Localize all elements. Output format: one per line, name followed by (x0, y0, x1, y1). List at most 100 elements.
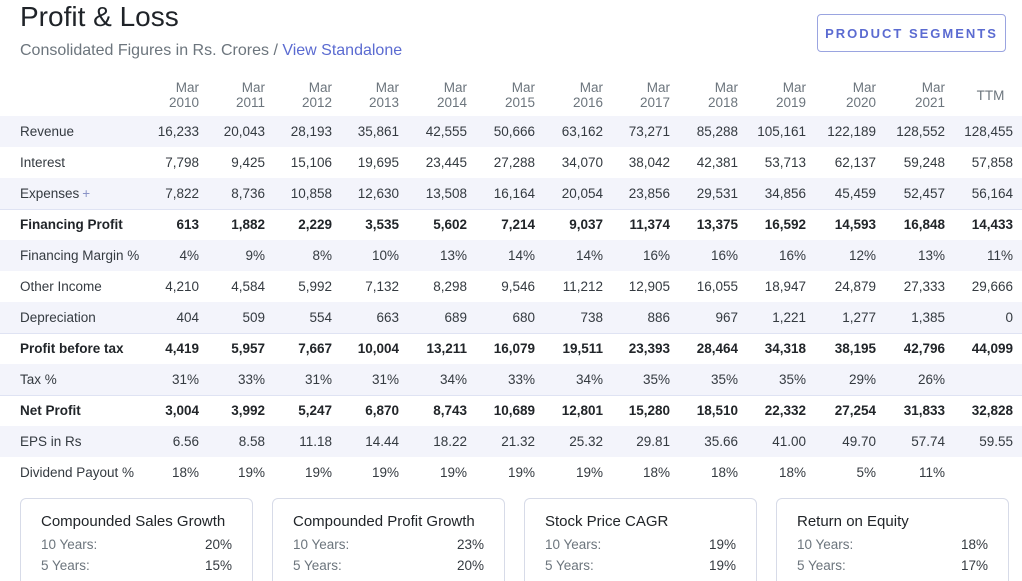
table-cell: 689 (399, 302, 467, 333)
table-cell: 31% (332, 364, 399, 395)
table-cell: 18,510 (670, 394, 738, 426)
card-title: Compounded Sales Growth (41, 513, 226, 530)
table-row: Other Income 4,210 4,584 5,992 7,132 8,298 9,5… (0, 271, 1022, 302)
table-cell: 5,247 (265, 394, 332, 426)
table-cell: 32,828 (945, 394, 1022, 426)
table-cell: 15,106 (290, 155, 332, 170)
card-title: Compounded Profit Growth (293, 513, 475, 530)
table-cell: 34,856 (738, 178, 806, 209)
header-label-cell (0, 74, 148, 116)
table-cell: 18.22 (399, 426, 467, 457)
table-cell: 57,858 (971, 155, 1013, 170)
table-cell: 9,425 (231, 155, 265, 170)
card-stat-row: 5 Years: 15% (41, 555, 232, 576)
table-cell: 5,602 (399, 208, 467, 240)
table-cell: 18,947 (764, 279, 806, 294)
card-stat-label: 10 Years: (545, 537, 602, 552)
table-cell: 19% (507, 465, 535, 480)
table-cell: 16% (603, 240, 670, 271)
table-row: Dividend Payout % 18% 19% 19% 19% 19% 19% 19% 18… (0, 457, 1022, 488)
column-header: Mar 2014 (436, 80, 467, 110)
table-row: Interest 7,798 9,425 15,106 19,695 23,445 27,2… (0, 147, 1022, 178)
card-title: Stock Price CAGR (545, 513, 669, 530)
table-cell: 613 (148, 208, 199, 240)
table-cell: 29.81 (603, 426, 670, 457)
table-cell: 57.74 (876, 426, 945, 457)
table-cell: 19,511 (535, 332, 603, 364)
table-cell: 6.56 (148, 426, 199, 457)
table-cell: 105,161 (738, 116, 806, 147)
card-stat-label: 5 Years: (293, 558, 342, 573)
table-cell: 45,459 (806, 178, 876, 209)
table-cell: 59.55 (945, 426, 1022, 457)
table-cell: 38,042 (628, 155, 670, 170)
table-cell: 11,212 (562, 279, 603, 294)
table-cell: 11,374 (603, 208, 670, 240)
card-stat-row: 10 Years: 18% (797, 534, 988, 555)
card-stat-value: 23% (456, 537, 484, 552)
table-cell: 19% (371, 465, 399, 480)
table-cell: 18% (171, 465, 199, 480)
subtitle-text: Consolidated Figures in Rs. Crores / (20, 42, 283, 59)
table-row[interactable]: Expenses +7,822 8,736 10,858 12,630 13,508 16,… (0, 178, 1022, 209)
row-label[interactable]: Expenses + (0, 178, 148, 209)
column-header: Mar 2011 (235, 80, 265, 110)
row-label: Financing Margin % (0, 240, 148, 271)
table-cell: 13,508 (399, 178, 467, 209)
row-label: EPS in Rs (0, 426, 148, 457)
table-cell: 29,531 (670, 178, 738, 209)
table-cell: 7,214 (467, 208, 535, 240)
table-cell: 52,457 (876, 178, 945, 209)
card-stat-value: 19% (708, 558, 736, 573)
column-header: Mar 2015 (504, 80, 535, 110)
row-label: Net Profit (0, 394, 148, 426)
summary-cards: Compounded Sales Growth 10 Years: 20% 5 Yea… (20, 498, 1010, 581)
card-title: Return on Equity (797, 513, 909, 530)
table-cell: 41.00 (738, 426, 806, 457)
table-cell: 404 (148, 302, 199, 333)
table-cell: 554 (265, 302, 332, 333)
table-cell: 13% (876, 240, 945, 271)
expand-plus-icon[interactable]: + (82, 185, 91, 201)
table-cell: 63,162 (535, 116, 603, 147)
column-header: Mar 2017 (639, 80, 670, 110)
card-stat-value: 20% (204, 537, 232, 552)
table-row: Financing Margin % 4% 9% 8% 10% 13% 14% 14% 16% 1… (0, 240, 1022, 271)
table-cell: 14% (467, 240, 535, 271)
card-stat-label: 10 Years: (41, 537, 98, 552)
table-cell: 7,798 (165, 155, 199, 170)
table-cell: 85,288 (670, 116, 738, 147)
table-cell: 59,248 (903, 155, 945, 170)
table-cell: 33% (467, 364, 535, 395)
page-subtitle: Consolidated Figures in Rs. Crores / Vie… (20, 42, 402, 60)
table-cell: 28,193 (265, 116, 332, 147)
table-cell: 12,630 (332, 178, 399, 209)
table-cell: 7,822 (148, 178, 199, 209)
table-cell: 26% (876, 364, 945, 395)
table-cell: 11% (945, 240, 1022, 271)
table-cell: 49.70 (806, 426, 876, 457)
table-cell: 31% (148, 364, 199, 395)
row-label: Profit before tax (0, 332, 148, 364)
table-cell: 44,099 (945, 332, 1022, 364)
table-cell: 38,195 (806, 332, 876, 364)
view-standalone-link[interactable]: View Standalone (282, 42, 403, 59)
table-cell: 34,318 (738, 332, 806, 364)
table-cell: 28,464 (670, 332, 738, 364)
table-cell: 8.58 (199, 426, 265, 457)
profit-loss-table: Mar 2010 Mar 2011 Mar 2012 Mar 2013 Mar 2014 Mar 20… (0, 74, 1022, 488)
table-cell: 9% (199, 240, 265, 271)
table-cell: 16,592 (738, 208, 806, 240)
card-stat-value: 15% (204, 558, 232, 573)
table-cell: 35% (670, 364, 738, 395)
row-label: Interest (20, 155, 66, 170)
column-header: Mar 2020 (845, 80, 876, 110)
table-cell: 509 (199, 302, 265, 333)
table-cell: 13,375 (670, 208, 738, 240)
table-cell: 23,445 (425, 155, 467, 170)
summary-card: Stock Price CAGR 10 Years: 19% 5 Years: 19% (524, 498, 757, 581)
product-segments-button[interactable]: PRODUCT SEGMENTS (817, 14, 1006, 52)
table-cell: 10,689 (467, 394, 535, 426)
table-cell: 35% (603, 364, 670, 395)
table-cell: 42,555 (399, 116, 467, 147)
